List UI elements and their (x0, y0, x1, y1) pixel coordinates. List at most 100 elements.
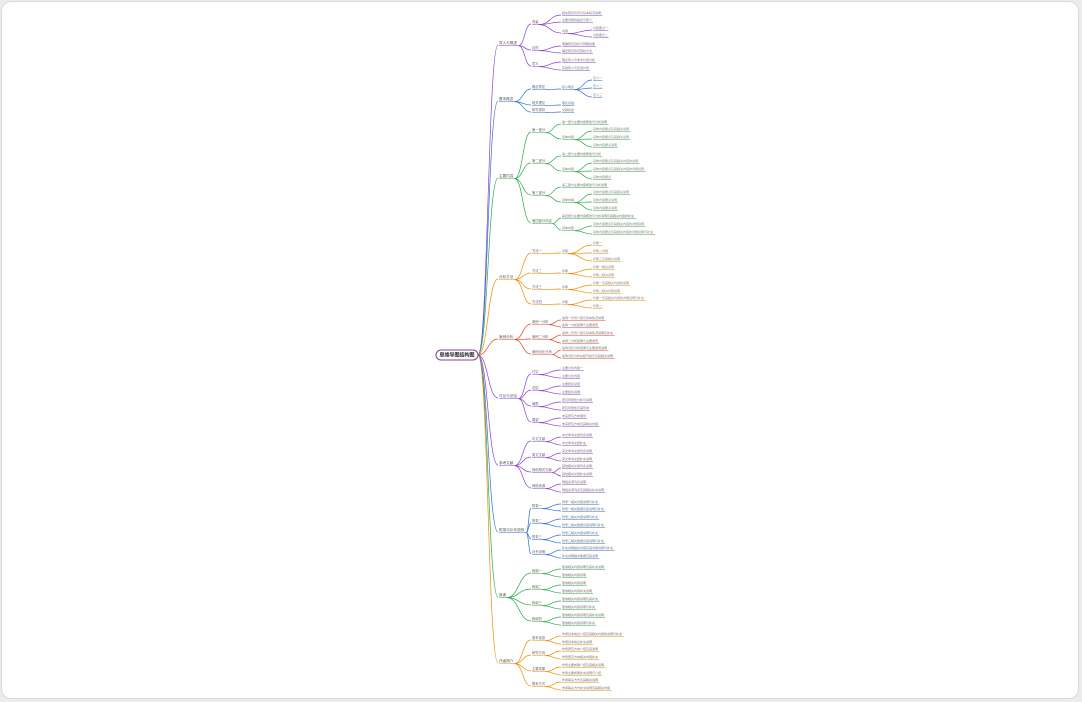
node-label-level-3[interactable]: 内容 (562, 28, 568, 33)
node-label-level-2[interactable]: 相关理论 (532, 100, 546, 105)
node-label-level-2[interactable]: 联系方式 (532, 681, 546, 686)
node-label-level-4[interactable]: 内容要点一 (593, 25, 608, 30)
node-label-level-3[interactable]: 明确研究目标与预期成果 (562, 41, 595, 46)
node-label-level-2[interactable]: 网络资源 (532, 483, 546, 488)
node-label-level-3[interactable]: 具体内容 (562, 197, 574, 202)
node-label-level-3[interactable]: 网络资源列表说明 (562, 479, 586, 484)
node-label-level-4[interactable]: 定义三 (593, 92, 602, 97)
node-label-level-3[interactable]: 作者研究方向相关内容补充 (562, 654, 598, 659)
node-label-level-3[interactable]: 致谢相关内容补充说明 (562, 588, 592, 593)
node-label-level-3[interactable]: 步骤 (562, 299, 568, 304)
node-label-level-3[interactable]: 附录二相关内容说明与补充 (562, 514, 598, 519)
node-label-level-4[interactable]: 具体内容要点说明 (593, 197, 617, 202)
node-label-level-3[interactable]: 步骤 (562, 268, 568, 273)
node-label-level-4[interactable]: 具体内容要点及其相关内容的详细说明 (593, 166, 644, 171)
node-label-level-3[interactable]: 致谢相关内容说明 (562, 580, 586, 585)
node-label-level-3[interactable]: 作者联系方式补充说明及其相关内容 (562, 685, 610, 690)
node-label-level-3[interactable]: 补充说明相关内容及其详细说明与补充 (562, 545, 613, 550)
node-label-level-4[interactable]: 具体内容要点及其相关内容的说明 (593, 158, 638, 163)
node-label-level-3[interactable]: 实践意义与应用价值 (562, 65, 589, 70)
node-label-level-4[interactable]: 具体内容要点及其相关说明 (593, 126, 629, 131)
node-label-level-3[interactable]: 第三部分主要内容概述与分析说明 (562, 182, 607, 187)
node-label-level-2[interactable]: 补充说明 (532, 549, 546, 554)
node-label-level-4[interactable]: 具体内容要点 (593, 174, 611, 179)
node-label-level-2[interactable]: 第二部分 (532, 158, 546, 163)
node-label-level-3[interactable]: 补充说明相关数据及其说明 (562, 553, 598, 558)
node-label-level-2[interactable]: 第四部分内容 (532, 218, 552, 223)
node-label-level-3[interactable]: 未来研究方向及其相关内容 (562, 421, 598, 426)
node-label-level-3[interactable]: 其他相关文献列表说明 (562, 463, 592, 468)
node-label-level-3[interactable]: 附录三相关内容说明与补充 (562, 530, 598, 535)
node-label-level-3[interactable]: 网络资源列表及其相关补充说明 (562, 487, 604, 492)
node-label-level-3[interactable]: 第二部分主要内容概述与分析 (562, 151, 601, 156)
node-label-level-4[interactable]: 步骤一及其相关内容的说明 (593, 280, 629, 285)
node-label-level-3[interactable]: 案例二分析结果与主要发现 (562, 338, 598, 343)
node-label-level-4[interactable]: 步骤一 (593, 240, 602, 245)
node-label-level-1[interactable]: 导入与概述 (499, 40, 517, 45)
node-label-level-2[interactable]: 附录二 (532, 518, 543, 523)
node-label-level-3[interactable]: 核心概念 (562, 84, 574, 89)
node-label-level-4[interactable]: 具体内容要点及其相关说明 (593, 189, 629, 194)
node-label-level-4[interactable]: 步骤一及其相关内容的详细说明与补充 (593, 295, 644, 300)
node-label-level-4[interactable]: 具体内容要点及其相关内容的详细说明与补充 (593, 229, 653, 234)
node-label-level-2[interactable]: 主要成果 (532, 666, 546, 671)
node-label-level-2[interactable]: 致谢四 (532, 616, 542, 621)
node-label-level-3[interactable]: 案例一背景介绍与基本情况说明 (562, 315, 604, 320)
node-label-level-2[interactable]: 附录一 (532, 503, 543, 508)
node-label-level-2[interactable]: 背景 (532, 19, 539, 24)
node-label-level-2[interactable]: 意义 (532, 61, 539, 66)
node-label-level-4[interactable]: 步骤三及其相关说明 (593, 256, 620, 261)
node-label-level-2[interactable]: 概念界定 (532, 84, 546, 89)
node-label-level-2[interactable]: 附录三 (532, 534, 543, 539)
node-label-level-2[interactable]: 总结 (532, 385, 539, 390)
node-label-level-3[interactable]: 致谢相关内容说明 (562, 572, 586, 577)
node-label-level-3[interactable]: 英文参考文献列表说明 (562, 448, 592, 453)
node-label-level-3[interactable]: 主要结论说明 (562, 389, 580, 394)
node-label-level-4[interactable]: 步骤二 (593, 303, 602, 308)
node-label-level-3[interactable]: 致谢相关内容说明及其补充说明 (562, 564, 604, 569)
node-label-level-2[interactable]: 第三部分 (532, 190, 546, 195)
node-label-level-1[interactable]: 基本概念 (499, 96, 514, 101)
node-label-level-3[interactable]: 致谢相关内容说明及其补充 (562, 596, 598, 601)
root-node[interactable]: 思维导图结构图 (435, 349, 479, 361)
node-label-level-3[interactable]: 作者主要成果补充说明与介绍 (562, 670, 601, 675)
node-label-level-2[interactable]: 致谢一 (532, 568, 543, 573)
node-label-level-3[interactable]: 主要讨论内容一 (562, 365, 583, 370)
node-label-level-2[interactable]: 讨论 (532, 369, 539, 374)
node-label-level-3[interactable]: 文献综述 (562, 107, 574, 112)
node-label-level-2[interactable]: 研究方向 (532, 650, 545, 655)
node-label-level-4[interactable]: 步骤二内容 (593, 248, 608, 253)
node-label-level-2[interactable]: 英文文献 (532, 452, 546, 457)
node-label-level-3[interactable]: 主要问题的提出与意义 (562, 17, 592, 22)
node-label-level-3[interactable]: 其他相关文献补充说明 (562, 471, 592, 476)
node-label-level-3[interactable]: 作者研究方向介绍及其说明 (562, 646, 598, 651)
node-label-level-3[interactable]: 确定研究的范围和方法 (562, 48, 592, 53)
node-label-level-3[interactable]: 案例二背景介绍与基本情况说明及补充 (562, 330, 613, 335)
node-label-level-3[interactable]: 英文参考文献补充说明 (562, 456, 592, 461)
node-label-level-2[interactable]: 致谢三 (532, 600, 543, 605)
node-label-level-1[interactable]: 分析方法 (499, 274, 514, 279)
node-label-level-2[interactable]: 方法一 (532, 248, 543, 253)
node-label-level-3[interactable]: 案例对比分析结果与主要发现说明 (562, 345, 607, 350)
node-label-level-3[interactable]: 作者联系方式及其相关说明 (562, 677, 598, 682)
node-label-level-4[interactable]: 具体内容要点说明 (593, 142, 617, 147)
node-label-level-3[interactable]: 步骤 (562, 284, 568, 289)
node-label-level-3[interactable]: 第四部分主要内容概述与分析说明及其相关内容的补充 (562, 213, 634, 218)
node-label-level-3[interactable]: 理论意义与学术价值分析 (562, 57, 595, 62)
node-label-level-2[interactable]: 研究现状 (532, 107, 546, 112)
node-label-level-3[interactable]: 案例一分析结果与主要发现 (562, 322, 598, 327)
node-label-level-3[interactable]: 步骤 (562, 248, 568, 253)
node-label-level-3[interactable]: 作者基本信息介绍及其相关内容的说明与补充 (562, 631, 622, 636)
node-label-level-3[interactable]: 致谢相关内容说明及其补充说明 (562, 612, 604, 617)
node-label-level-3[interactable]: 具体内容 (562, 225, 574, 230)
node-label-level-3[interactable]: 附录一相关内容说明与补充 (562, 499, 598, 504)
node-label-level-3[interactable]: 相关研究背景与基本情况说明 (562, 10, 601, 15)
node-label-level-3[interactable]: 附录二相关数据及其说明与补充 (562, 522, 604, 527)
node-label-level-3[interactable]: 附录三相关数据及其说明与补充 (562, 538, 604, 543)
node-label-level-3[interactable]: 研究局限性及其影响 (562, 405, 589, 410)
node-label-level-3[interactable]: 案例对比分析总结与启示及其相关说明 (562, 353, 613, 358)
node-label-level-1[interactable]: 案例分析 (499, 334, 514, 339)
node-label-level-3[interactable]: 中文参考文献列表说明 (562, 432, 592, 437)
node-label-level-3[interactable]: 理论基础 (562, 100, 574, 105)
